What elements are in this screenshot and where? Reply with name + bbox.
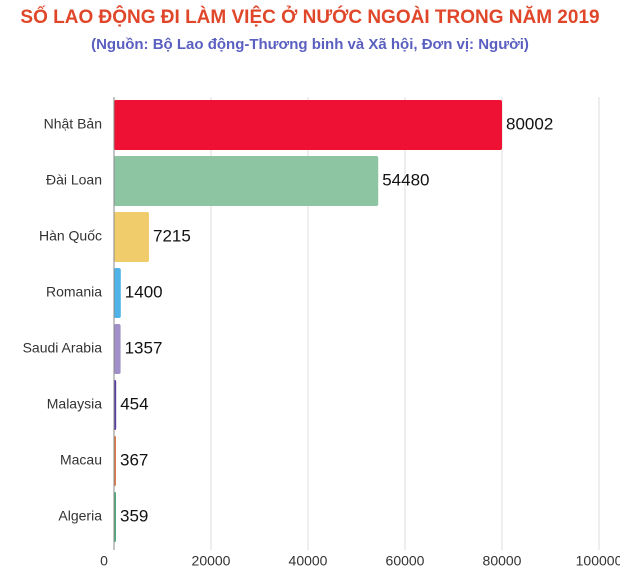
value-label: 80002	[506, 114, 553, 133]
chart-subtitle: (Nguồn: Bộ Lao động-Thương binh và Xã hộ…	[91, 36, 529, 53]
bar	[114, 268, 121, 318]
y-tick-label: Algeria	[58, 508, 102, 524]
y-tick-label: Romania	[46, 284, 102, 300]
value-label: 1400	[125, 282, 163, 301]
x-tick-label: 60000	[386, 553, 425, 569]
x-tick-label: 0	[100, 553, 108, 569]
y-tick-label: Saudi Arabia	[23, 340, 103, 356]
y-tick-label: Malaysia	[47, 396, 102, 412]
y-tick-label: Nhật Bản	[44, 116, 102, 132]
value-label: 454	[120, 394, 148, 413]
chart-title: SỐ LAO ĐỘNG ĐI LÀM VIỆC Ở NƯỚC NGOÀI TRO…	[20, 6, 599, 28]
bar	[114, 212, 149, 262]
value-label: 367	[120, 450, 148, 469]
x-tick-label: 100000	[576, 553, 620, 569]
x-tick-label: 40000	[289, 553, 328, 569]
value-label: 54480	[382, 170, 429, 189]
value-label: 1357	[125, 338, 163, 357]
bar	[114, 156, 379, 206]
bar	[114, 380, 117, 430]
y-tick-label: Macau	[60, 452, 102, 468]
x-tick-label: 20000	[192, 553, 231, 569]
value-label: 7215	[153, 226, 191, 245]
y-tick-label: Đài Loan	[46, 172, 102, 188]
x-tick-label: 80000	[483, 553, 522, 569]
bar	[114, 100, 503, 150]
value-label: 359	[120, 506, 148, 525]
y-tick-label: Hàn Quốc	[39, 228, 102, 244]
bar	[114, 324, 121, 374]
